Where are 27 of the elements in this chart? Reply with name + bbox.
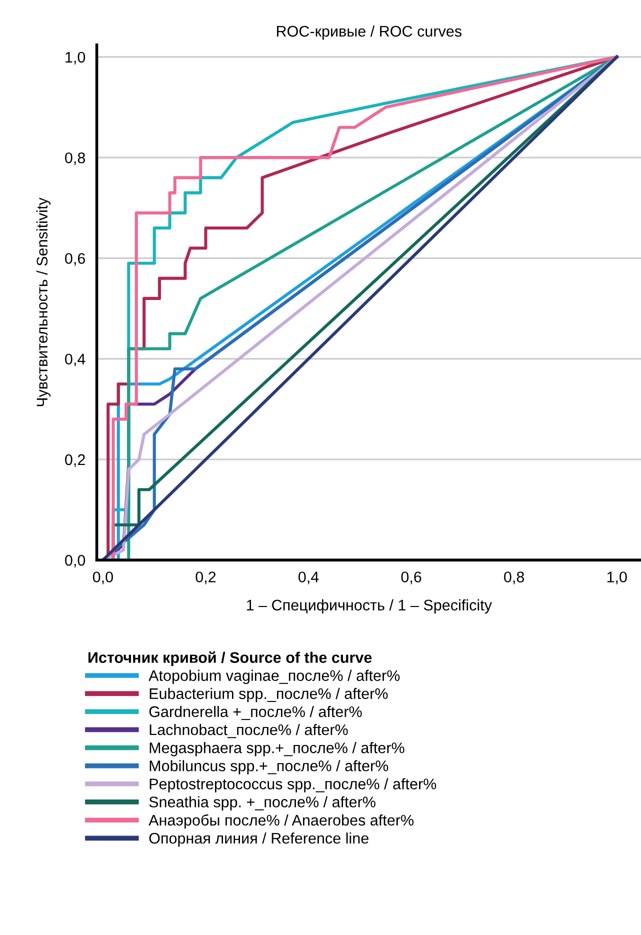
y-tick-label: 0,6 xyxy=(65,253,86,266)
y-tick-label: 0,4 xyxy=(65,354,86,366)
x-tick-label: 0,6 xyxy=(401,572,422,584)
x-tick-label: 1,0 xyxy=(607,572,627,584)
legend-label: Lachnobact_после% / after% xyxy=(150,724,348,738)
legend-label: Eubacterium spp._после% / after% xyxy=(150,688,388,702)
legend-label: Gardnerella +_после% / after% xyxy=(149,706,362,720)
legend-label: Peptostreptococcus spp._после% / after% xyxy=(150,778,436,792)
x-tick-label: 0,4 xyxy=(298,572,319,584)
line-series xyxy=(101,55,618,560)
legend-title: Источник кривой / Source of the curve xyxy=(88,651,372,666)
legend-label: Анаэробы после% / Anaerobes after% xyxy=(148,814,414,829)
x-tick-label: 0,8 xyxy=(504,572,524,584)
x-tick-label: 0,2 xyxy=(196,572,216,584)
legend-label: Atopobium vaginae_после% / after% xyxy=(148,670,400,684)
y-tick-label: 0,0 xyxy=(65,554,86,568)
legend-label: Sneathia spp. +_после% / after% xyxy=(149,796,376,810)
y-tick-label: 1,0 xyxy=(66,52,86,64)
legend-label: Megasphaera spp.+_после% / after% xyxy=(150,742,404,756)
y-axis-title: Чувствительность / Sensitivity xyxy=(36,198,51,406)
y-tick-label: 0,8 xyxy=(65,152,86,166)
legend-label: Опорная линия / Reference line xyxy=(149,832,368,847)
x-axis-title: 1 – Специфичность / 1 – Specificity xyxy=(246,599,492,614)
y-tick-label: 0,2 xyxy=(65,454,85,467)
legend-label: Mobiluncus spp.+_после% / after% xyxy=(150,760,388,774)
chart-title: ROC-кривые / ROC curves xyxy=(277,25,462,40)
x-tick-label: 0,0 xyxy=(92,572,113,584)
